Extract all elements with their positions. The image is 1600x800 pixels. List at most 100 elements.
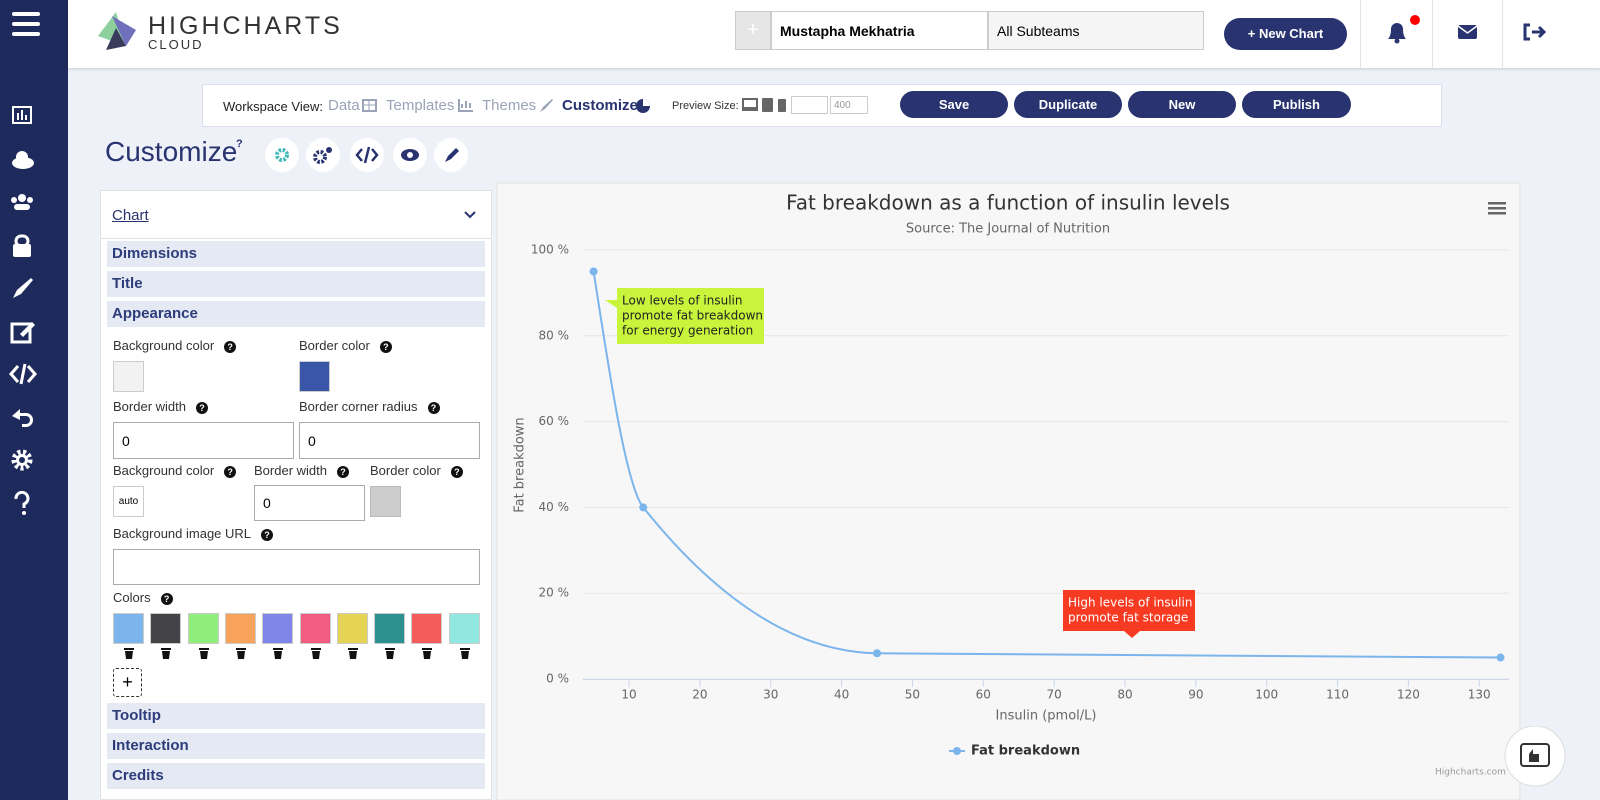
y-tick-label: 100 % xyxy=(531,243,569,257)
view-tab[interactable]: Themes xyxy=(482,97,537,114)
help-icon[interactable]: ? xyxy=(336,466,349,478)
annotation-pointer xyxy=(1124,631,1140,638)
help-icon[interactable]: ? xyxy=(261,529,274,541)
logo-mark xyxy=(98,12,136,50)
palette-swatch[interactable] xyxy=(299,613,331,644)
duplicate-button[interactable]: Duplicate xyxy=(1014,91,1122,118)
text-input[interactable] xyxy=(113,549,480,585)
x-tick-label: 40 xyxy=(834,688,849,702)
delete-color[interactable] xyxy=(160,647,172,660)
delete-color[interactable] xyxy=(459,647,471,660)
point xyxy=(873,649,882,658)
preview-width[interactable] xyxy=(791,96,828,114)
field-label: Colors? xyxy=(113,590,173,605)
text-input[interactable]: 0 xyxy=(299,422,480,459)
palette-swatch[interactable] xyxy=(448,613,480,644)
label-text: Background image URL xyxy=(113,526,252,541)
color-swatch[interactable]: auto xyxy=(113,486,144,517)
delete-color[interactable] xyxy=(347,647,359,660)
legend-item[interactable]: Fat breakdown xyxy=(949,744,1080,759)
add-button[interactable]: + xyxy=(735,11,771,50)
credits[interactable]: Highcharts.com xyxy=(1435,768,1506,778)
device-icons xyxy=(742,98,786,112)
help-icon[interactable]: ? xyxy=(224,341,237,353)
view-icons xyxy=(362,99,650,113)
chevron[interactable] xyxy=(463,209,477,221)
point xyxy=(589,267,598,276)
text-input[interactable]: 0 xyxy=(113,422,294,459)
user-select[interactable]: Mustapha Mekhatria xyxy=(771,11,988,50)
label-text: Colors xyxy=(113,590,151,605)
delete-color[interactable] xyxy=(384,647,396,660)
text-input[interactable]: 0 xyxy=(254,485,365,521)
color-swatch[interactable] xyxy=(299,361,330,392)
help-icon[interactable]: ? xyxy=(224,466,237,478)
preview-height[interactable]: 400 xyxy=(830,96,868,114)
delete-color[interactable] xyxy=(272,647,284,660)
palette-swatch[interactable] xyxy=(187,613,219,644)
chart-background xyxy=(496,182,1521,800)
annotation-text: promote fat storage xyxy=(1068,611,1188,625)
feedback-button[interactable] xyxy=(1502,726,1600,800)
annotation-text: for energy generation xyxy=(622,324,753,338)
annotation-pointer xyxy=(605,300,617,308)
view-tab[interactable]: Data xyxy=(328,97,360,114)
annotation-box xyxy=(1063,590,1195,631)
section-header[interactable]: Appearance xyxy=(107,301,485,327)
palette-swatch[interactable] xyxy=(262,613,294,644)
delete-color[interactable] xyxy=(310,647,322,660)
save-button[interactable]: Save xyxy=(900,91,1008,118)
workspace-label: Workspace View: xyxy=(223,99,323,114)
view-tab-active[interactable]: Customize xyxy=(562,97,638,114)
help-icon[interactable]: ? xyxy=(379,341,392,353)
palette-swatch[interactable] xyxy=(150,613,182,644)
publish-button[interactable]: Publish xyxy=(1242,91,1351,118)
help-icon[interactable]: ? xyxy=(450,466,463,478)
x-tick-label: 70 xyxy=(1047,688,1062,702)
view-tab[interactable]: Templates xyxy=(386,97,455,114)
new-button[interactable]: New xyxy=(1128,91,1236,118)
palette-swatch[interactable] xyxy=(336,613,368,644)
preview-label: Preview Size: xyxy=(672,100,739,112)
field-label: Background color? xyxy=(113,463,237,478)
panel-heading[interactable]: Chart xyxy=(112,207,149,224)
label-text: Border color xyxy=(299,338,370,353)
palette-swatch[interactable] xyxy=(113,613,144,644)
section-header[interactable]: Dimensions xyxy=(107,241,485,267)
y-tick-label: 40 % xyxy=(539,500,570,514)
color-swatch[interactable] xyxy=(113,361,144,392)
section-header[interactable]: Tooltip xyxy=(107,703,485,729)
palette-swatch[interactable] xyxy=(224,613,256,644)
palette-swatch[interactable] xyxy=(374,613,406,644)
field-label: Border width? xyxy=(254,463,349,478)
delete-color[interactable] xyxy=(421,647,433,660)
x-tick-label: 50 xyxy=(905,688,920,702)
field-label: Background color? xyxy=(113,338,237,353)
section-header[interactable]: Credits xyxy=(107,763,485,789)
y-tick-label: 80 % xyxy=(539,328,570,342)
help-icon[interactable]: ? xyxy=(160,593,173,605)
menu-button[interactable] xyxy=(1488,202,1506,215)
palette-swatch[interactable] xyxy=(411,613,443,644)
field-label: Border color? xyxy=(299,338,392,353)
point xyxy=(1496,653,1505,662)
y-tick-label: 0 % xyxy=(546,672,569,686)
team-select[interactable]: All Subteams xyxy=(988,11,1204,50)
add-color-button[interactable]: + xyxy=(113,668,142,697)
label-text: Border width xyxy=(113,399,186,414)
delete-color[interactable] xyxy=(198,647,210,660)
help-icon[interactable]: ? xyxy=(427,402,440,414)
color-swatch[interactable] xyxy=(370,486,401,517)
delete-color[interactable] xyxy=(235,647,247,660)
delete-color[interactable] xyxy=(123,647,135,660)
help-icon[interactable]: ? xyxy=(236,138,243,150)
new-chart-button[interactable]: + New Chart xyxy=(1224,18,1347,50)
section-header[interactable]: Title xyxy=(107,271,485,297)
section-header[interactable]: Interaction xyxy=(107,733,485,759)
help-icon[interactable]: ? xyxy=(195,402,208,414)
mode-icons xyxy=(265,138,468,172)
field-label: Border width? xyxy=(113,399,208,414)
